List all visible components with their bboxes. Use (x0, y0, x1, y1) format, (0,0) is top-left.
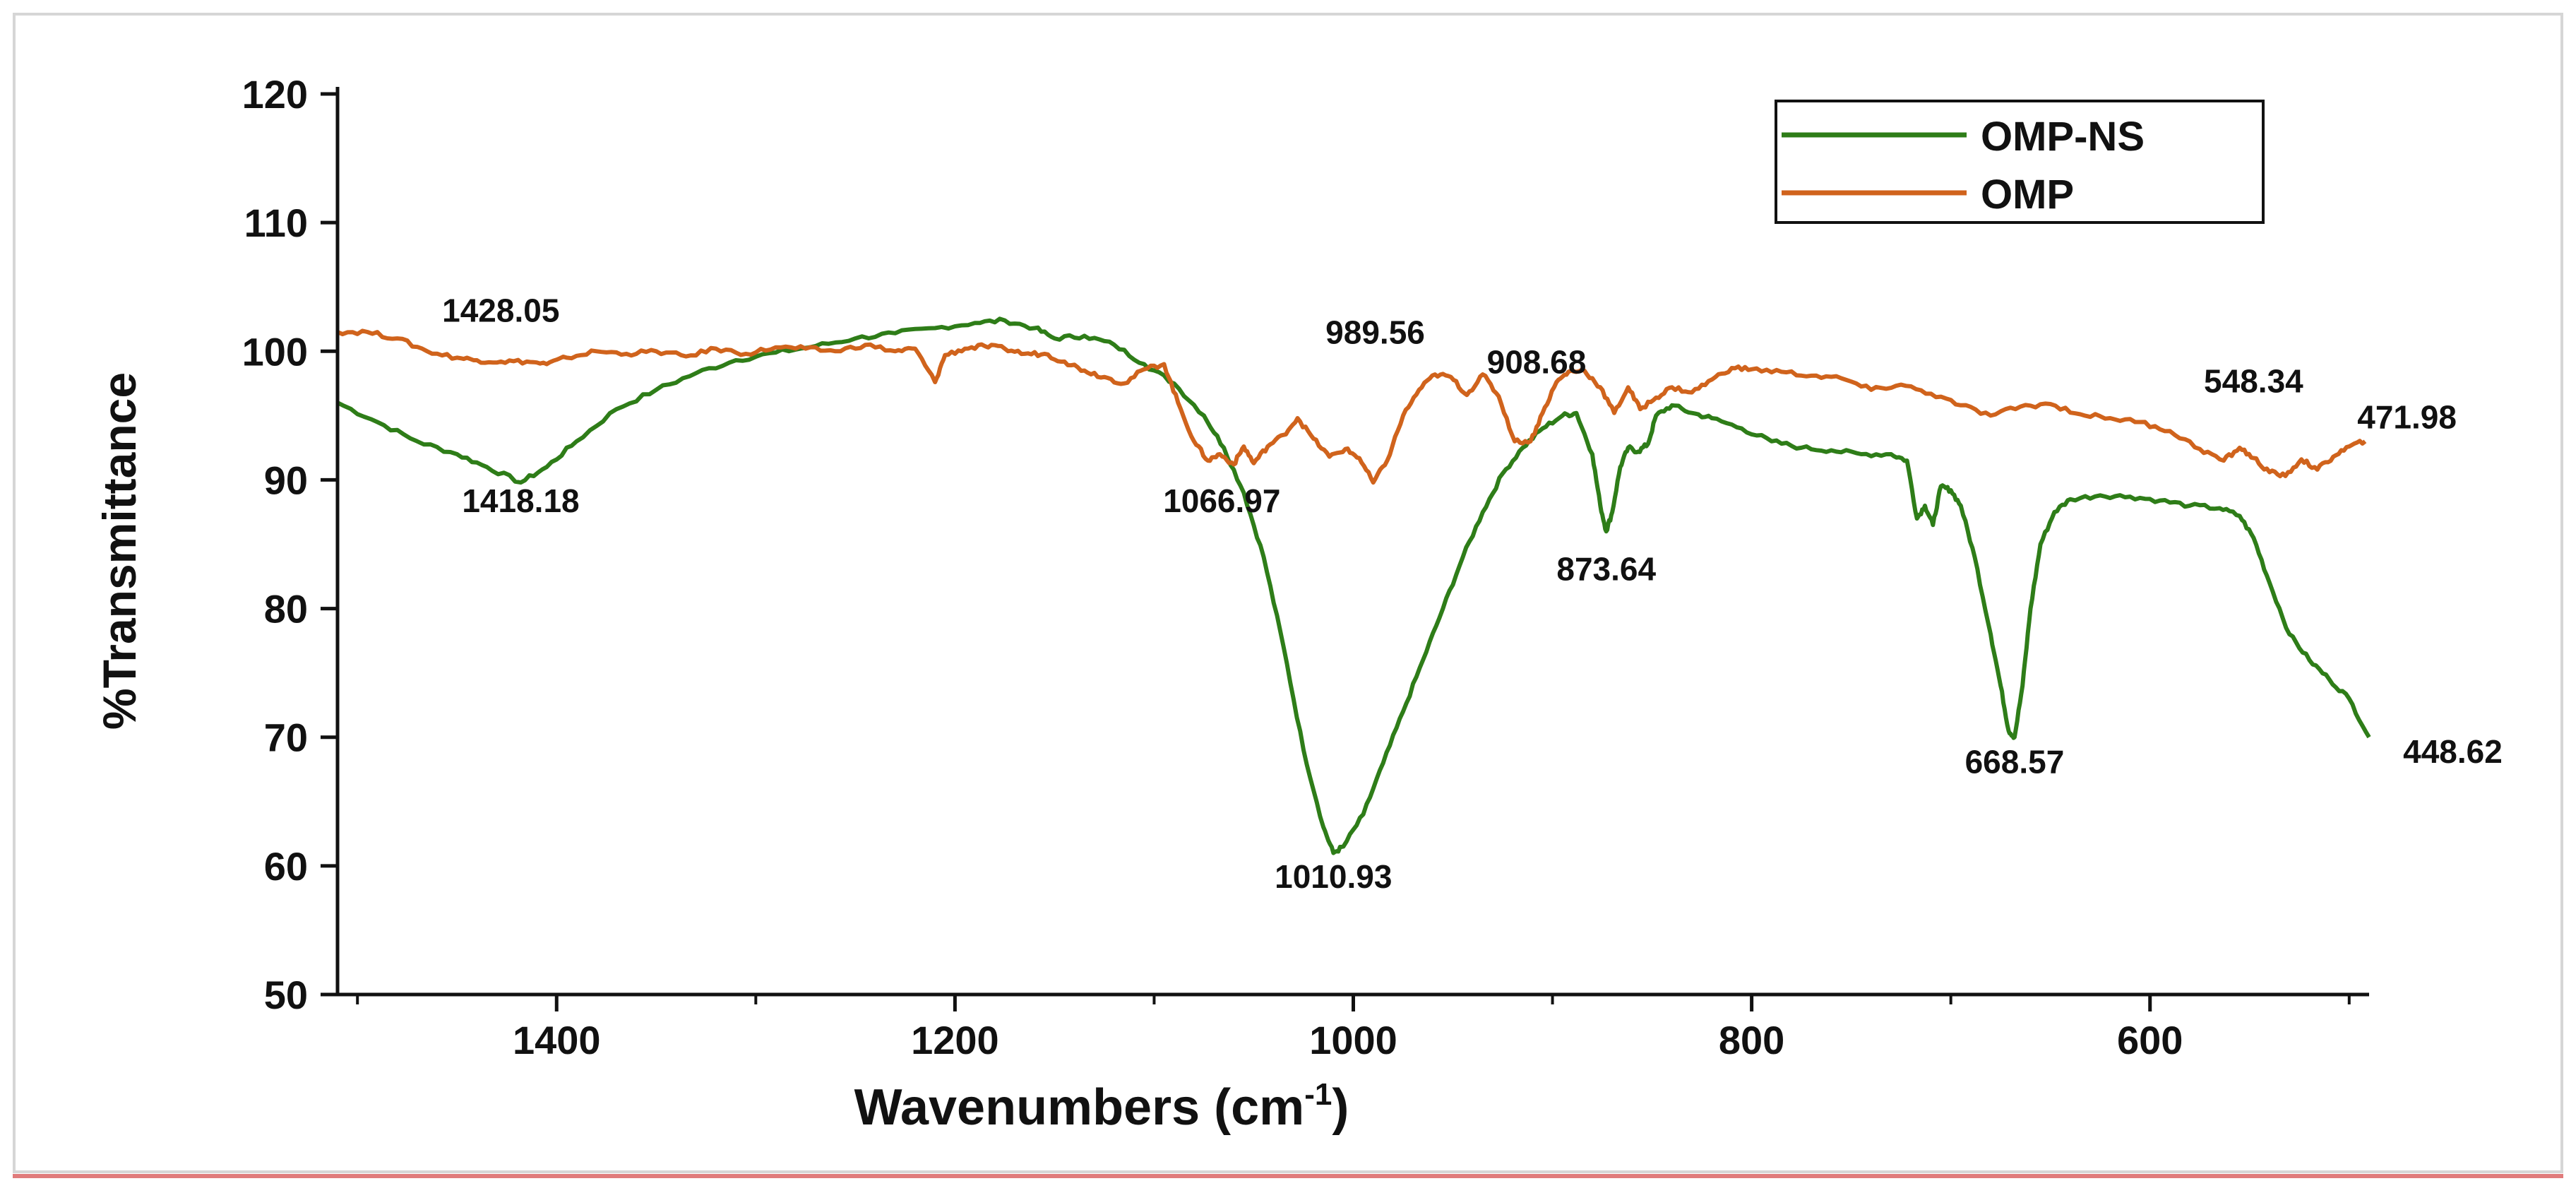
y-tick-label: 80 (264, 587, 308, 631)
legend: OMP-NS OMP (1775, 100, 2265, 224)
x-axis-label: Wavenumbers (cm-1) (854, 1077, 1349, 1136)
peak-label: 989.56 (1325, 314, 1425, 350)
peak-label: 668.57 (1965, 744, 2065, 781)
plot-lines (336, 316, 2371, 855)
peak-label: 548.34 (2204, 363, 2303, 400)
legend-label-omp: OMP (1981, 172, 2074, 218)
axes (321, 87, 2369, 1011)
legend-label-omp-ns: OMP-NS (1981, 114, 2145, 160)
x-tick-label: 1400 (513, 1018, 601, 1062)
y-axis-label: %Transmittance (93, 372, 145, 730)
peak-label: 448.62 (2403, 733, 2503, 770)
y-tick-label: 70 (264, 716, 308, 760)
series-line-omp-ns (336, 316, 2371, 855)
peak-label: 1428.05 (442, 292, 559, 328)
legend-box (1775, 100, 2265, 224)
x-tick-label: 800 (1719, 1018, 1784, 1062)
tick-labels: 50 60 70 80 90 100 110 120 1400 1200 1000 800 600 (242, 72, 2183, 1062)
bottom-accent-line (13, 1174, 2563, 1178)
x-tick-label: 1000 (1309, 1018, 1397, 1062)
x-axis-label-superscript: -1 (1304, 1077, 1332, 1112)
series-line-omp (336, 328, 2367, 485)
y-tick-label: 120 (242, 72, 308, 117)
x-tick-label: 600 (2117, 1018, 2183, 1062)
peak-label: 1010.93 (1275, 858, 1392, 895)
peak-label: 1418.18 (462, 482, 579, 519)
y-tick-label: 90 (264, 458, 308, 502)
peak-label: 908.68 (1487, 343, 1587, 380)
x-tick-label: 1200 (911, 1018, 999, 1062)
peak-label: 1066.97 (1163, 482, 1280, 519)
y-tick-label: 100 (242, 329, 308, 374)
y-tick-label: 50 (264, 973, 308, 1017)
peak-label: 873.64 (1556, 551, 1656, 588)
y-tick-label: 110 (244, 201, 308, 245)
peak-annotations: 1428.05 1418.18 1066.97 1010.93 989.56 873.64… (442, 292, 2503, 894)
peak-label: 471.98 (2357, 399, 2457, 436)
y-tick-label: 60 (264, 844, 308, 889)
x-axis-label-suffix: ) (1332, 1079, 1349, 1136)
x-axis-label-main: Wavenumbers (cm (854, 1079, 1305, 1136)
